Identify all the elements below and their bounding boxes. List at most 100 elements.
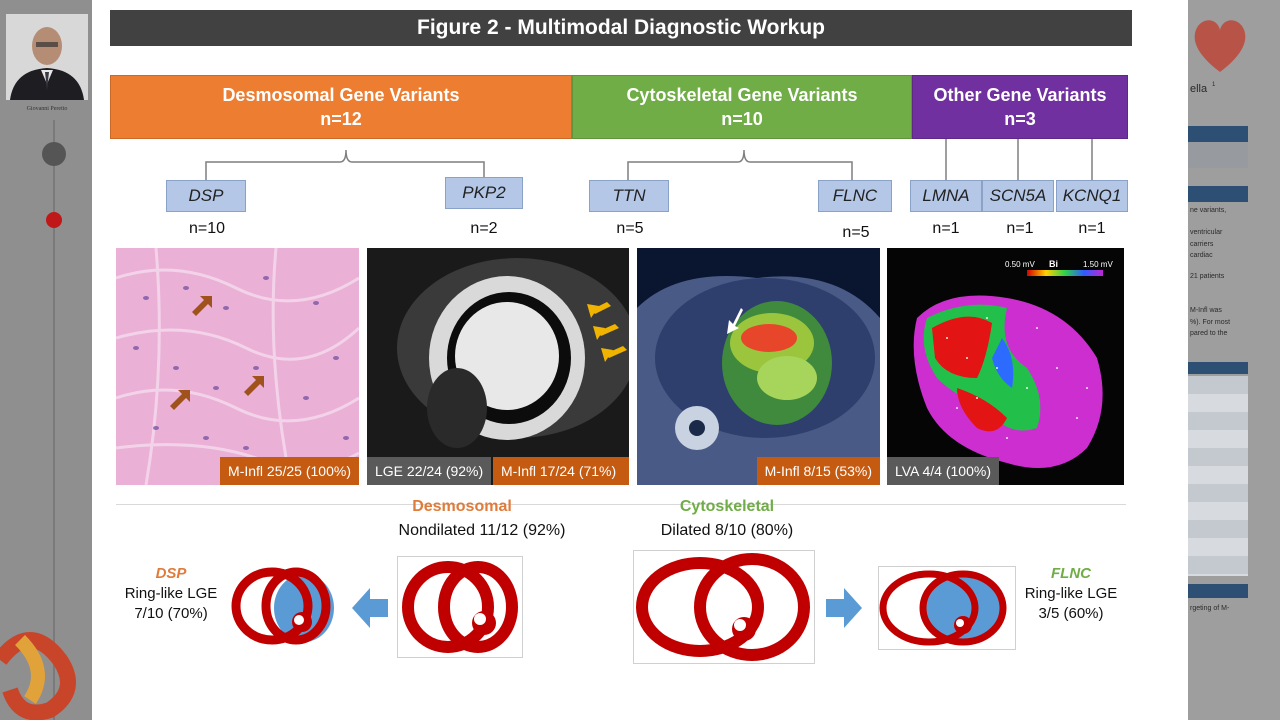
poster-text-line: carriers bbox=[1190, 241, 1214, 248]
poster-section-body bbox=[1188, 142, 1248, 168]
arrow-right-icon bbox=[826, 588, 862, 628]
flnc-heart-schematic bbox=[879, 570, 1007, 646]
arrow-left-icon bbox=[352, 588, 388, 628]
poster-table-header bbox=[1188, 362, 1248, 374]
cytoskeletal-heading: Cytoskeletal bbox=[679, 498, 775, 515]
poster-table bbox=[1188, 376, 1248, 576]
category-other-count: n=3 bbox=[1004, 109, 1036, 129]
arrow-icon bbox=[601, 346, 627, 362]
gene-box-ttn: TTN bbox=[589, 180, 669, 212]
map-image-panel: 0.50 mV Bi 1.50 mV LVA 4/4 (100%) bbox=[887, 248, 1124, 485]
dsp-gene-label: DSP bbox=[155, 565, 187, 582]
arrow-icon bbox=[593, 324, 619, 340]
cytoskeletal-phenotype: Dilated 8/10 (80%) bbox=[660, 522, 794, 539]
map-lva-badge: LVA 4/4 (100%) bbox=[887, 457, 999, 485]
poster-text-line: pared to the bbox=[1190, 330, 1228, 337]
cmr-image-panel: LGE 22/24 (92%) M-Infl 17/24 (71%) bbox=[367, 248, 629, 485]
histology-minfl-badge: M-Infl 25/25 (100%) bbox=[220, 457, 359, 485]
pet-ct-image bbox=[637, 248, 880, 485]
dsp-heart-schematic bbox=[231, 567, 334, 645]
histology-image-panel: M-Infl 25/25 (100%) bbox=[116, 248, 359, 485]
cmr-arrows bbox=[587, 302, 627, 362]
cytoskeletal-heart-box bbox=[633, 550, 815, 664]
poster-text-line: %). For most bbox=[1190, 319, 1231, 326]
gene-box-pkp2: PKP2 bbox=[445, 177, 523, 209]
poster-text-line: M-Infl was bbox=[1190, 307, 1222, 314]
voltage-scale-min: 0.50 mV bbox=[1005, 260, 1035, 269]
category-desmosomal-count: n=12 bbox=[320, 109, 362, 129]
poster-author-superscript: 1 bbox=[1212, 82, 1216, 88]
arrow-icon bbox=[587, 302, 611, 318]
poster-text-line: ne variants, bbox=[1190, 207, 1227, 214]
gene-box-lmna: LMNA bbox=[910, 180, 982, 212]
gene-box-scn5a: SCN5A bbox=[982, 180, 1054, 212]
flnc-gene-label: FLNC bbox=[1051, 565, 1091, 582]
gene-count-scn5a: n=1 bbox=[1006, 220, 1034, 237]
pet-minfl-badge: M-Infl 8/15 (53%) bbox=[756, 457, 880, 485]
histology-arrows bbox=[170, 296, 264, 410]
cmr-lge-badge: LGE 22/24 (92%) bbox=[367, 457, 491, 485]
poster-section-header bbox=[1188, 126, 1248, 142]
category-cytoskeletal-name: Cytoskeletal Gene Variants bbox=[626, 85, 858, 105]
gene-count-pkp2: n=2 bbox=[470, 220, 498, 237]
flnc-ringlike-line2: 3/5 (60%) bbox=[1038, 605, 1104, 622]
flnc-ringlike-label: FLNC Ring-like LGE 3/5 (60%) bbox=[1016, 564, 1126, 624]
gene-count-flnc: n=5 bbox=[842, 224, 870, 241]
panel-divider bbox=[116, 504, 1126, 505]
cmr-lge-image bbox=[367, 248, 629, 485]
gene-box-flnc: FLNC bbox=[818, 180, 892, 212]
voltage-color-scale bbox=[1027, 270, 1103, 276]
category-cytoskeletal: Cytoskeletal Gene Variants n=10 bbox=[572, 75, 912, 139]
dsp-ringlike-line2: 7/10 (70%) bbox=[134, 605, 208, 622]
category-desmosomal-name: Desmosomal Gene Variants bbox=[222, 85, 460, 105]
poster-section-header bbox=[1188, 584, 1248, 598]
dsp-ringlike-label: DSP Ring-like LGE 7/10 (70%) bbox=[116, 564, 226, 624]
gene-count-kcnq1: n=1 bbox=[1078, 220, 1106, 237]
desmosomal-phenotype: Nondilated 11/12 (92%) bbox=[398, 522, 566, 539]
arrow-icon bbox=[170, 390, 190, 410]
timeline-marker-grey[interactable] bbox=[42, 142, 66, 166]
pet-image-panel: M-Infl 8/15 (53%) bbox=[637, 248, 880, 485]
flnc-ringlike-line1: Ring-like LGE bbox=[1024, 585, 1118, 602]
gene-count-dsp: n=10 bbox=[188, 220, 226, 237]
category-other: Other Gene Variants n=3 bbox=[912, 75, 1128, 139]
dilated-heart-schematic bbox=[636, 553, 810, 661]
flnc-heart-box bbox=[878, 566, 1016, 650]
progress-timeline bbox=[53, 120, 55, 720]
histology-tissue-image bbox=[116, 248, 359, 485]
arrow-icon bbox=[244, 376, 264, 396]
desmosomal-heart-box bbox=[397, 556, 523, 658]
arrow-icon bbox=[192, 296, 212, 316]
decorative-ribbon-logo bbox=[0, 632, 76, 720]
figure-slide: Figure 2 - Multimodal Diagnostic Workup … bbox=[92, 0, 1188, 720]
poster-author-fragment: ella bbox=[1190, 83, 1208, 95]
category-cytoskeletal-count: n=10 bbox=[721, 109, 763, 129]
poster-text-line: rgeting of M- bbox=[1190, 605, 1230, 612]
nondilated-heart-schematic bbox=[402, 561, 518, 653]
gene-count-ttn: n=5 bbox=[616, 220, 644, 237]
dsp-ringlike-line1: Ring-like LGE bbox=[124, 585, 218, 602]
presenter-portrait bbox=[6, 14, 88, 100]
presenter-name: Giovanni Peretto bbox=[26, 106, 68, 112]
poster-section-header bbox=[1188, 186, 1248, 202]
gene-box-kcnq1: KCNQ1 bbox=[1056, 180, 1128, 212]
gene-box-dsp: DSP bbox=[166, 180, 246, 212]
desmosomal-heading: Desmosomal bbox=[412, 498, 512, 515]
figure-title: Figure 2 - Multimodal Diagnostic Workup bbox=[110, 10, 1132, 46]
gene-tree-connectors bbox=[205, 139, 1093, 180]
voltage-scale-max: 1.50 mV bbox=[1083, 260, 1113, 269]
category-other-name: Other Gene Variants bbox=[933, 85, 1107, 105]
poster-text-line: ventricular bbox=[1190, 229, 1223, 236]
arrow-icon bbox=[727, 308, 743, 334]
cmr-minfl-badge: M-Infl 17/24 (71%) bbox=[493, 457, 629, 485]
gene-count-lmna: n=1 bbox=[932, 220, 960, 237]
presenter-video-thumbnail bbox=[6, 14, 88, 100]
timeline-marker-current[interactable] bbox=[46, 212, 62, 228]
heart-logo-icon bbox=[1194, 20, 1246, 72]
category-desmosomal: Desmosomal Gene Variants n=12 bbox=[110, 75, 572, 139]
voltage-map-image bbox=[887, 248, 1124, 485]
desmosomal-bracket bbox=[205, 149, 485, 180]
poster-text-line: cardiac bbox=[1190, 252, 1213, 259]
poster-background-strip: ella 1 ne variants, ventricular carriers… bbox=[1188, 0, 1280, 720]
